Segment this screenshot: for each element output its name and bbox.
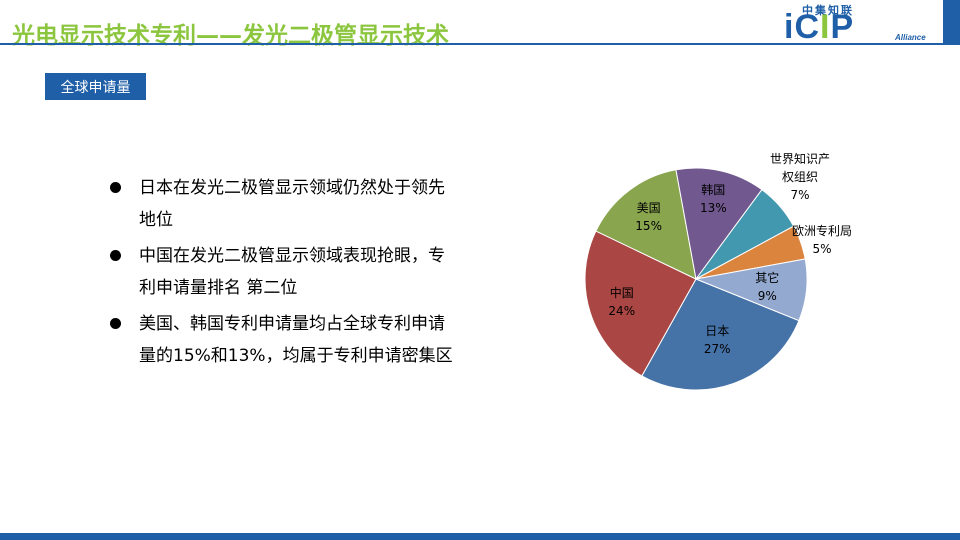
pie-slice-name: 美国 (636, 201, 661, 216)
pie-slice-label: 韩国 13% (700, 181, 727, 217)
pie-slice (584, 230, 697, 377)
logo-letter-i: i (784, 8, 795, 46)
logo-letter-c: C (794, 8, 821, 46)
header-accent-bar (943, 0, 960, 45)
footer-bar (0, 533, 960, 540)
bullet-text: 日本在发光二极管显示领域仍然处于领先地位 (139, 178, 445, 230)
pie-slice-percent: 13% (699, 201, 727, 216)
bullet-dot (110, 250, 121, 261)
pie-slice-percent: 24% (608, 304, 636, 319)
pie-chart-svg (584, 167, 808, 391)
pie-chart: 日本 27% 中国 24% 美国 15% 韩国 13% 世界知识产 权组织 7% 欧洲专利局 5% 其它 9… (560, 130, 900, 430)
pie-slice-label: 美国 15% (635, 199, 662, 235)
pie-slice-percent: 9% (757, 288, 777, 303)
section-tag: 全球申请量 (45, 73, 146, 100)
bullet-item: 日本在发光二极管显示领域仍然处于领先地位 (108, 172, 453, 236)
bullet-item: 美国、韩国专利申请量均占全球专利申请量的15%和13%，均属于专利申请密集区 (108, 308, 453, 372)
icip-logo: 中集知联 iCIP Alliance (782, 2, 938, 46)
logo-letter-i2: I (820, 8, 831, 46)
pie-slice-name: 日本 (705, 323, 730, 338)
logo-letter-p: P (830, 8, 855, 46)
pie-slice (595, 169, 697, 280)
bullet-text: 中国在发光二极管显示领域表现抢眼，专利申请量排名 第二位 (139, 246, 445, 298)
pie-slice-percent: 7% (790, 188, 810, 202)
pie-slice-percent: 27% (703, 341, 731, 356)
logo-chinese-text: 中集知联 (802, 4, 854, 17)
pie-slice-name: 韩国 (701, 183, 726, 198)
logo-wordmark: iCIP (784, 8, 855, 46)
logo-subtitle: Alliance (895, 33, 926, 42)
pie-slice-label: 其它 9% (755, 269, 779, 305)
bullet-dot (110, 318, 121, 329)
bullet-dot (110, 182, 121, 193)
pie-slice-label: 欧洲专利局 5% (792, 222, 852, 258)
pie-slice (641, 278, 800, 391)
pie-slice-name: 世界知识产 权组织 (770, 152, 831, 184)
pie-slice-name: 其它 (755, 270, 780, 285)
pie-slice (675, 167, 763, 281)
pie-slice-percent: 5% (812, 242, 832, 256)
bullet-text: 美国、韩国专利申请量均占全球专利申请量的15%和13%，均属于专利申请密集区 (139, 314, 453, 366)
pie-slice-label: 世界知识产 权组织 7% (770, 150, 830, 204)
bullet-item: 中国在发光二极管显示领域表现抢眼，专利申请量排名 第二位 (108, 240, 453, 304)
pie-slice-name: 中国 (609, 286, 634, 301)
pie-slice (694, 258, 808, 322)
title-divider (0, 43, 960, 45)
pie-slice-percent: 15% (635, 219, 662, 234)
pie-slice-label: 中国 24% (608, 284, 635, 320)
bullet-list: 日本在发光二极管显示领域仍然处于领先地位 中国在发光二极管显示领域表现抢眼，专利… (108, 172, 453, 376)
pie-slice-name: 欧洲专利局 (792, 224, 853, 238)
pie-slice-label: 日本 27% (704, 322, 731, 358)
